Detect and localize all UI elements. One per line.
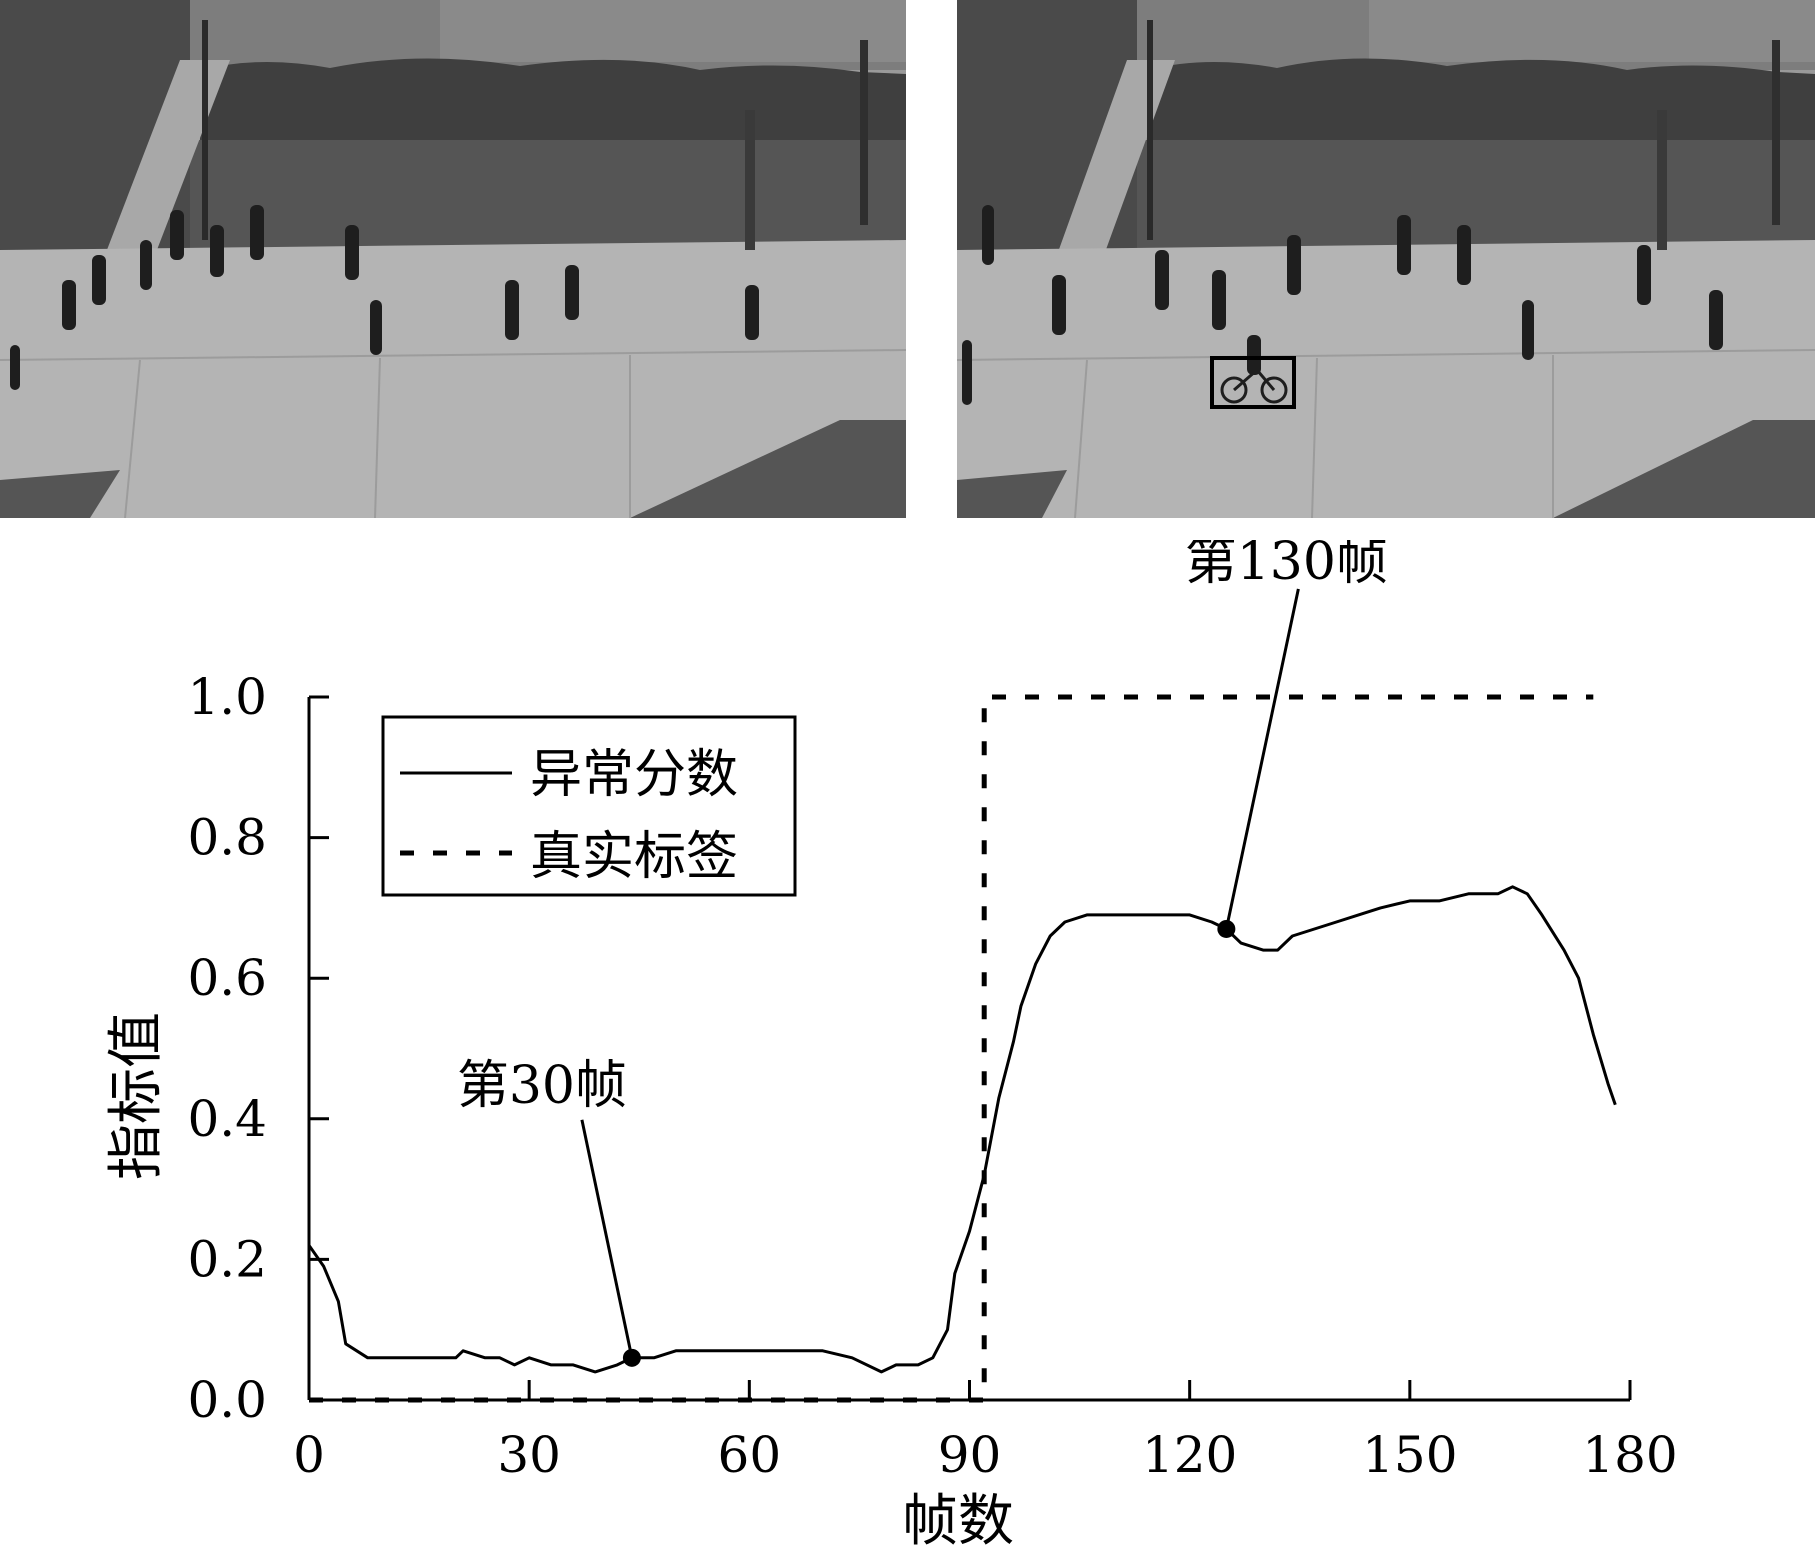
annotation-leader [580,1119,634,1359]
x-axis-title: 帧数 [902,1489,1014,1554]
x-tick-label: 120 [1142,1426,1237,1484]
cyclist-figure [1220,368,1288,404]
legend-label-label: 真实标签 [530,827,738,887]
x-tick-label: 150 [1362,1426,1457,1484]
x-tick-label: 90 [938,1426,1002,1484]
y-tick-label: 1.0 [187,668,267,726]
y-tick-label: 0.6 [187,949,267,1007]
annotation-leader [1224,588,1300,930]
chart-area: 0 30 60 90 120 150 180 0.0 0.2 0.4 0.6 0.8 1.0 第30帧第… [0,540,1815,1563]
normal-frame-photo [0,0,906,518]
x-tick-label: 60 [718,1426,782,1484]
x-tick-label: 30 [497,1426,561,1484]
annotation-point [622,1348,641,1367]
label-series-line [309,694,1594,1403]
legend-label-score: 异常分数 [530,745,738,805]
y-axis-title: 指标值 [104,1012,169,1180]
y-tick-label: 0.8 [187,809,267,867]
x-tick-label: 180 [1582,1426,1677,1484]
ticks-layer: 0 30 60 90 120 150 180 0.0 0.2 0.4 0.6 0.8 1.0 [187,668,1677,1484]
anomaly-frame-photo [957,0,1815,518]
y-tick-label: 0.0 [187,1371,267,1429]
legend-box [381,715,797,897]
x-tick-label: 0 [293,1426,325,1484]
annotation-point [1217,919,1236,938]
y-tick-label: 0.2 [187,1230,267,1288]
annotation-label: 第130帧 [1185,540,1388,592]
plot-layer [307,694,1617,1403]
anomaly-box [1210,356,1296,409]
y-tick-label: 0.4 [187,1090,267,1148]
legend: 异常分数 真实标签 [381,715,797,897]
annotation-label: 第30帧 [457,1056,627,1116]
annotation-layer: 第30帧 第130帧 [457,540,1388,1367]
score-series-line [307,885,1617,1374]
